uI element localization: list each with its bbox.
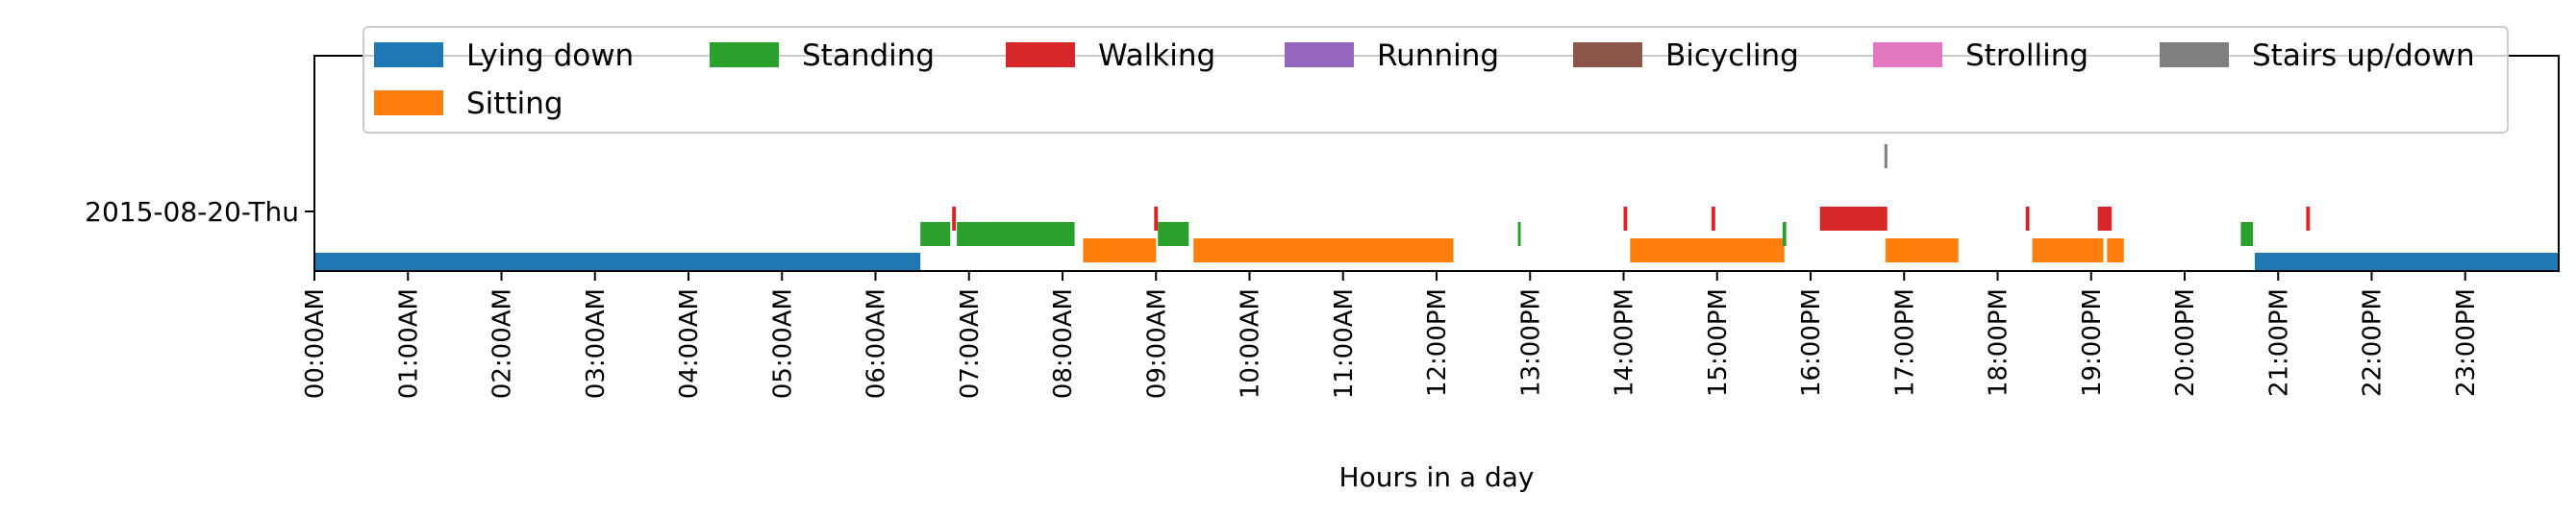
bar-walking (952, 207, 957, 231)
x-tick-label: 15:00PM (1704, 288, 1733, 397)
legend-label-sitting: Sitting (466, 86, 563, 121)
activity-bars (314, 144, 2559, 272)
x-tick-label: 16:00PM (1797, 288, 1826, 397)
bar-walking (2097, 207, 2113, 231)
bar-standing (920, 222, 951, 246)
bar-sitting (1193, 238, 1454, 262)
bar-lying-down (314, 253, 921, 272)
bar-sitting (2032, 238, 2104, 262)
x-tick-label: 04:00AM (675, 288, 704, 399)
x-tick-label: 05:00AM (768, 288, 797, 399)
legend-label-lying-down: Lying down (466, 38, 634, 73)
bar-standing (1517, 222, 1521, 246)
x-tick-label: 10:00AM (1237, 288, 1265, 399)
x-tick-label: 14:00PM (1611, 288, 1639, 397)
x-tick-label: 06:00AM (863, 288, 891, 399)
legend-swatch-bicycling (1573, 42, 1642, 67)
bar-sitting (1885, 238, 1959, 262)
legend-label-bicycling: Bicycling (1665, 38, 1799, 73)
x-tick-label: 23:00PM (2452, 288, 2481, 397)
bar-walking (1623, 207, 1628, 231)
x-tick-label: 00:00AM (301, 288, 330, 399)
axes: 00:00AM 01:00AM 02:00AM 03:00AM 04:00AM 05:00… (85, 55, 2560, 493)
bar-walking (1154, 207, 1159, 231)
bar-standing (2240, 222, 2253, 246)
x-tick-label: 02:00AM (488, 288, 517, 399)
y-tick-label: 2015-08-20-Thu (85, 196, 299, 228)
x-tick-label: 09:00AM (1142, 288, 1171, 399)
legend-label-standing: Standing (802, 38, 935, 73)
x-tick-label: 20:00PM (2171, 288, 2200, 397)
x-tick-label: 07:00AM (956, 288, 985, 399)
legend-label-stairs-up-down: Stairs up/down (2252, 38, 2475, 73)
bar-walking (1711, 207, 1715, 231)
legend-swatch-stairs-up-down (2160, 42, 2229, 67)
x-tick-label: 03:00AM (582, 288, 611, 399)
bar-standing (1782, 222, 1787, 246)
legend-swatch-sitting (374, 90, 443, 115)
x-tick-label: 08:00AM (1049, 288, 1078, 399)
bar-standing (1158, 222, 1189, 246)
legend-label-running: Running (1377, 38, 1499, 73)
x-tick-label: 22:00PM (2359, 288, 2388, 397)
legend-label-walking: Walking (1098, 38, 1215, 73)
x-tick-label: 21:00PM (2264, 288, 2293, 397)
bar-standing (957, 222, 1075, 246)
bar-sitting (1630, 238, 1785, 262)
x-tick-label: 19:00PM (2078, 288, 2107, 397)
legend-swatch-standing (710, 42, 779, 67)
bar-walking (1819, 207, 1888, 231)
bar-walking (2025, 207, 2030, 231)
legend-swatch-strolling (1873, 42, 1942, 67)
legend-label-strolling: Strolling (1965, 38, 2088, 73)
bar-sitting (2107, 238, 2124, 262)
bar-walking (2306, 207, 2311, 231)
x-tick-label: 13:00PM (1516, 288, 1545, 397)
x-axis-title: Hours in a day (1339, 461, 1535, 493)
bar-sitting (1083, 238, 1157, 262)
legend-swatch-lying-down (374, 42, 443, 67)
bar-lying-down (2254, 253, 2559, 272)
x-tick-label: 18:00PM (1985, 288, 2013, 397)
x-tick-label: 01:00AM (394, 288, 423, 399)
x-tick-label: 12:00PM (1423, 288, 1452, 397)
legend-swatch-running (1285, 42, 1354, 67)
legend-swatch-walking (1006, 42, 1075, 67)
x-tick-label: 17:00PM (1890, 288, 1919, 397)
bar-stairs-up-down (1884, 144, 1888, 168)
legend: Lying down Standing Walking Running Bicyclin… (363, 26, 2509, 134)
legend-box (363, 26, 2509, 134)
x-tick-label: 11:00AM (1330, 288, 1359, 399)
